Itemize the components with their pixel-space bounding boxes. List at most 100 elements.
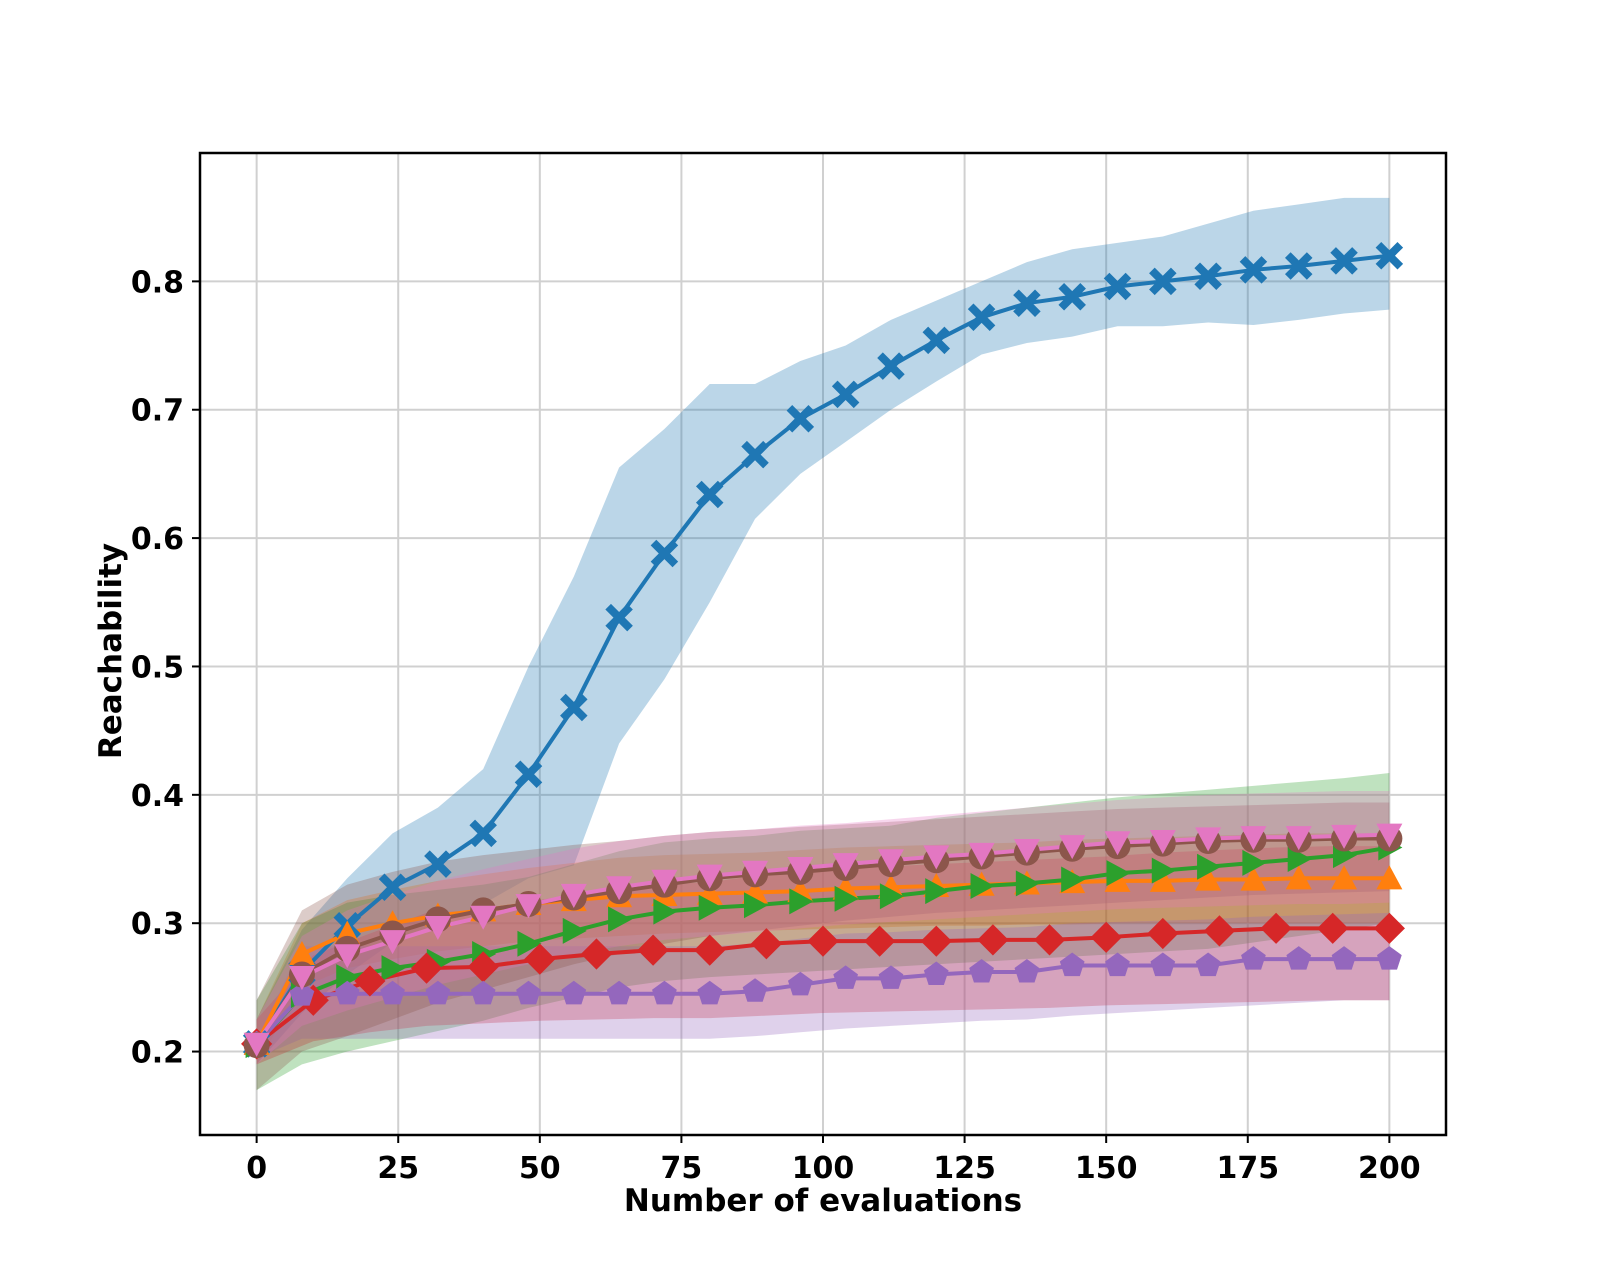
- point-pink: [1285, 826, 1312, 851]
- point-green: [879, 883, 904, 910]
- point-purple: [606, 980, 632, 1005]
- point-pink: [424, 915, 451, 941]
- x-tick-label: 75: [661, 1151, 703, 1186]
- point-blue: [967, 303, 996, 332]
- grid: [200, 153, 1446, 1135]
- point-purple: [1014, 958, 1040, 983]
- point-purple: [1331, 946, 1357, 970]
- point-orange: [1195, 866, 1222, 891]
- y-tick-label: 0.5: [131, 650, 184, 685]
- y-tick-label: 0.8: [131, 265, 184, 300]
- point-orange: [1240, 866, 1267, 891]
- point-red: [637, 934, 669, 966]
- point-pink: [787, 856, 814, 881]
- point-purple: [470, 980, 496, 1005]
- point-red: [1033, 924, 1066, 956]
- point-red: [694, 934, 726, 966]
- x-tick-label: 150: [1075, 1151, 1138, 1186]
- point-purple: [1195, 952, 1221, 977]
- point-green: [608, 906, 633, 933]
- y-tick-label: 0.3: [131, 907, 184, 942]
- point-blue: [877, 352, 905, 380]
- point-purple: [1286, 946, 1312, 970]
- point-green: [970, 872, 995, 899]
- point-blue: [1284, 252, 1313, 280]
- point-pink: [696, 864, 723, 889]
- point-purple: [697, 980, 723, 1005]
- point-purple: [787, 971, 813, 996]
- point-red: [1373, 912, 1405, 944]
- point-red: [1090, 921, 1122, 953]
- point-green: [1151, 857, 1176, 884]
- point-pink: [243, 1032, 270, 1057]
- point-purple: [561, 980, 587, 1005]
- point-pink: [651, 869, 678, 894]
- point-red: [354, 965, 386, 997]
- point-pink: [1195, 827, 1222, 852]
- point-purple: [1105, 952, 1130, 977]
- x-axis-label: Number of evaluations: [624, 1183, 1022, 1219]
- point-green: [834, 885, 859, 912]
- point-green: [743, 892, 769, 919]
- point-blue: [922, 326, 951, 355]
- point-red: [1317, 912, 1349, 944]
- point-blue: [378, 873, 407, 902]
- point-pink: [1240, 826, 1267, 851]
- series-markers: [241, 241, 1405, 1060]
- point-green: [1197, 853, 1222, 880]
- point-purple: [878, 965, 904, 989]
- point-purple: [289, 982, 315, 1006]
- x-tick-label: 100: [792, 1151, 855, 1186]
- x-tick-label: 200: [1358, 1151, 1421, 1186]
- point-pink: [288, 966, 315, 991]
- point-red: [1203, 915, 1236, 947]
- point-pink: [334, 944, 361, 969]
- point-red: [1260, 912, 1292, 944]
- point-blue: [514, 760, 543, 789]
- point-blue: [1013, 289, 1041, 317]
- point-pink: [1013, 838, 1040, 864]
- x-axis-ticks: 0 25 50 75 100 125 150 175 200: [246, 1135, 1421, 1186]
- point-purple: [1241, 946, 1266, 970]
- point-pink: [877, 849, 904, 874]
- point-purple: [334, 980, 360, 1005]
- point-purple: [1150, 952, 1176, 977]
- point-blue: [1375, 241, 1404, 270]
- point-green: [1015, 870, 1040, 897]
- point-red: [297, 984, 329, 1016]
- point-blue: [469, 819, 497, 848]
- point-pink: [1104, 831, 1131, 856]
- point-purple: [742, 978, 768, 1002]
- point-green: [1287, 846, 1312, 873]
- point-blue: [650, 539, 679, 568]
- point-blue: [1330, 247, 1358, 275]
- point-pink: [1331, 824, 1358, 849]
- point-red: [864, 925, 896, 957]
- point-orange: [1376, 865, 1403, 890]
- point-purple: [833, 965, 859, 989]
- point-blue: [831, 380, 860, 409]
- point-red: [750, 928, 782, 960]
- point-red: [580, 938, 613, 970]
- point-orange: [1149, 867, 1176, 892]
- point-green: [698, 894, 723, 921]
- point-red: [410, 952, 443, 984]
- point-blue: [786, 404, 815, 433]
- point-red: [807, 925, 839, 957]
- point-purple: [1059, 952, 1085, 977]
- point-blue: [1058, 283, 1086, 311]
- x-tick-label: 0: [246, 1151, 267, 1186]
- point-blue: [1149, 267, 1177, 296]
- x-tick-label: 125: [933, 1151, 996, 1186]
- x-tick-label: 50: [519, 1151, 561, 1186]
- point-red: [920, 925, 952, 957]
- point-purple: [425, 980, 451, 1005]
- point-green: [1242, 849, 1267, 876]
- point-pink: [742, 860, 769, 885]
- y-axis-label: Reachability: [93, 543, 129, 759]
- point-pink: [968, 842, 995, 867]
- point-purple: [923, 961, 949, 986]
- point-orange: [1331, 865, 1358, 890]
- point-green: [562, 917, 587, 944]
